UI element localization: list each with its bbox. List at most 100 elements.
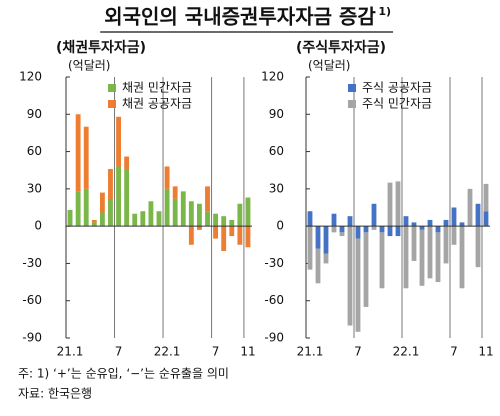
bar xyxy=(108,200,113,227)
bar xyxy=(75,114,81,192)
bar xyxy=(132,213,138,227)
y-tick-label: 60 xyxy=(27,144,42,158)
bar xyxy=(172,198,178,227)
bar xyxy=(188,226,194,245)
bar xyxy=(379,232,385,289)
bar xyxy=(229,219,235,227)
bar xyxy=(205,211,210,227)
x-tick-label: 22.1 xyxy=(393,345,420,359)
bar xyxy=(347,216,353,227)
bar xyxy=(108,168,113,201)
note: 자료: 한국은행 xyxy=(18,386,92,401)
subtitle: (채권투자자금) xyxy=(56,40,146,56)
bar xyxy=(99,212,105,227)
bar xyxy=(387,226,393,237)
bar xyxy=(156,211,162,227)
bar xyxy=(213,213,219,227)
bar xyxy=(205,186,210,212)
x-tick-label: 21.1 xyxy=(57,345,84,359)
bar xyxy=(164,166,170,189)
note: 주: 1) ‘+’는 순유입, ‘−’는 순유출을 의미 xyxy=(18,367,229,381)
bar xyxy=(188,201,194,227)
x-tick-label: 11 xyxy=(240,345,255,359)
bar xyxy=(419,226,425,230)
bar xyxy=(363,232,369,307)
x-tick-label: 7 xyxy=(450,345,458,359)
bar xyxy=(237,203,243,227)
bar xyxy=(237,226,243,245)
bar xyxy=(83,188,89,227)
bar xyxy=(323,253,329,264)
bar xyxy=(197,226,202,230)
bar xyxy=(403,226,409,289)
bar xyxy=(419,229,425,286)
unit-label: (억달러) xyxy=(308,59,350,73)
bar xyxy=(339,226,345,233)
bar xyxy=(323,226,329,254)
legend-swatch xyxy=(348,84,356,92)
bar xyxy=(403,216,409,227)
x-tick-label: 7 xyxy=(354,345,362,359)
y-tick-label: -90 xyxy=(22,331,42,345)
bar xyxy=(331,226,337,233)
bar xyxy=(411,222,417,227)
bar xyxy=(315,226,321,249)
bar xyxy=(339,232,345,237)
bar xyxy=(140,211,146,227)
unit-label: (억달러) xyxy=(68,59,110,73)
y-tick-label: 90 xyxy=(269,107,284,121)
bar xyxy=(213,226,219,239)
title: 외국인의 국내증권투자자금 증감 xyxy=(104,5,376,29)
bar xyxy=(331,213,337,227)
bar xyxy=(467,188,473,227)
y-tick-label: 120 xyxy=(261,70,284,84)
y-tick-label: 30 xyxy=(27,181,42,195)
bar xyxy=(451,226,457,245)
bar xyxy=(459,222,465,227)
bar xyxy=(363,226,369,233)
bar xyxy=(395,181,401,227)
bar xyxy=(475,203,481,227)
bar xyxy=(221,226,227,251)
bar xyxy=(371,203,377,227)
bar xyxy=(395,226,401,237)
y-tick-label: -60 xyxy=(22,293,42,307)
y-tick-label: 60 xyxy=(269,144,284,158)
y-tick-label: 30 xyxy=(269,181,284,195)
y-tick-label: 120 xyxy=(19,70,42,84)
bar xyxy=(443,226,449,264)
bar xyxy=(307,211,313,227)
legend-label: 주식 공공자금 xyxy=(362,81,432,95)
x-tick-label: 11 xyxy=(478,345,493,359)
bar xyxy=(245,226,251,248)
bar xyxy=(124,168,130,227)
bar xyxy=(443,219,449,227)
bar xyxy=(91,222,97,227)
bar xyxy=(172,186,178,199)
bar xyxy=(75,191,81,227)
bar xyxy=(427,219,433,227)
x-tick-label: 7 xyxy=(115,345,123,359)
bar xyxy=(116,116,121,167)
bar xyxy=(475,226,481,268)
legend-label: 채권 민간자금 xyxy=(122,81,192,95)
bar xyxy=(483,183,489,212)
bar xyxy=(379,226,385,233)
bar xyxy=(229,226,235,237)
bar xyxy=(459,226,465,289)
legend-swatch xyxy=(108,84,116,92)
x-tick-label: 7 xyxy=(212,345,220,359)
bar xyxy=(99,192,105,213)
bar xyxy=(116,166,121,227)
bar xyxy=(307,226,313,270)
y-tick-label: 0 xyxy=(276,219,284,233)
bar xyxy=(347,226,353,326)
bar xyxy=(355,238,361,332)
title-note: 1) xyxy=(378,5,391,18)
legend-swatch xyxy=(108,100,116,108)
bar xyxy=(91,219,97,223)
legend-label: 주식 민간자금 xyxy=(362,97,432,111)
bar xyxy=(180,191,186,227)
